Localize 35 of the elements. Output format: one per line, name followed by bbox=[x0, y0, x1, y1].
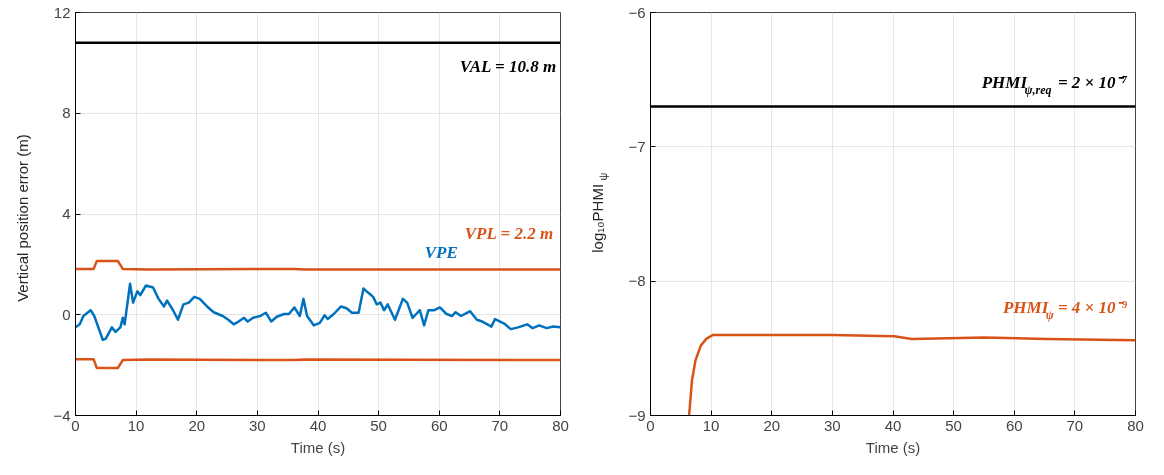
y-axis-title: Vertical position error (m) bbox=[14, 134, 31, 302]
x-tick-label: 70 bbox=[1066, 416, 1084, 434]
x-axis-title: Time (s) bbox=[290, 438, 346, 456]
x-tick-label: 30 bbox=[249, 416, 266, 434]
x-tick-label: 80 bbox=[552, 416, 569, 434]
x-tick-label: 50 bbox=[370, 416, 387, 434]
y-tick-label: 8 bbox=[62, 104, 71, 122]
x-tick-label: 60 bbox=[1005, 416, 1023, 434]
y-tick-label: 12 bbox=[53, 3, 71, 21]
y-tick-label: −6 bbox=[628, 3, 646, 21]
x-tick-label: 50 bbox=[945, 416, 962, 434]
x-tick-label: 20 bbox=[188, 416, 206, 434]
y-tick-label: 0 bbox=[62, 305, 71, 323]
x-tick-label: 10 bbox=[127, 416, 145, 434]
y-tick-label: 4 bbox=[62, 205, 71, 222]
x-tick-label: 20 bbox=[763, 416, 781, 434]
y-tick-label: −7 bbox=[628, 137, 646, 155]
series-label: VPL = 2.2 m bbox=[464, 224, 554, 244]
ref-line-label: VAL = 10.8 m bbox=[459, 56, 557, 76]
x-tick-label: 80 bbox=[1127, 416, 1144, 434]
x-tick-label: 40 bbox=[309, 416, 327, 434]
x-tick-label: 70 bbox=[491, 416, 509, 434]
line-series bbox=[75, 358, 561, 370]
text: VPE bbox=[424, 242, 458, 262]
x-tick-label: 10 bbox=[702, 416, 720, 434]
x-tick-label: 40 bbox=[884, 416, 902, 434]
line-series bbox=[75, 282, 561, 342]
y-tick-label: −9 bbox=[628, 406, 646, 424]
y-tick-label: −8 bbox=[628, 272, 646, 290]
x-tick-label: 30 bbox=[824, 416, 841, 434]
y-tick-label: −4 bbox=[53, 406, 71, 424]
y-axis-title: log₁₀PHMIψ bbox=[589, 172, 609, 253]
x-tick-label: 60 bbox=[430, 416, 448, 434]
x-axis-title: Time (s) bbox=[865, 438, 921, 456]
line-series bbox=[687, 333, 1136, 416]
